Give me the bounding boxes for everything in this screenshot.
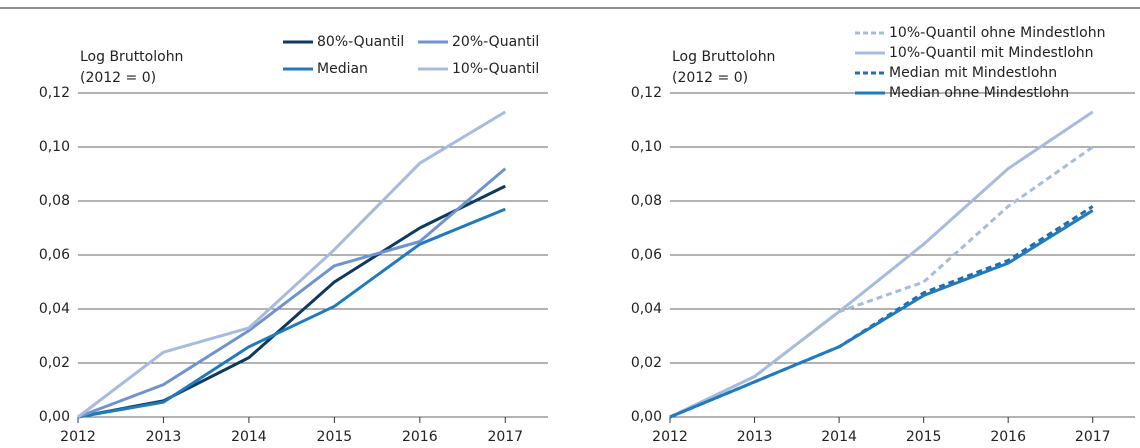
- y-tick-label: 0,06: [631, 247, 662, 263]
- x-tick-label: 2017: [1075, 429, 1111, 445]
- x-tick-label: 2013: [146, 429, 182, 445]
- x-tick-label: 2014: [231, 429, 267, 445]
- data-line: [669, 145, 1094, 419]
- x-tick-label: 2012: [652, 429, 688, 445]
- y-tick-label: 0,04: [39, 301, 70, 317]
- x-tick-label: 2015: [317, 429, 353, 445]
- y-axis-label: Log Bruttolohn: [672, 49, 775, 65]
- x-tick-label: 2012: [60, 429, 96, 445]
- data-line: [77, 184, 506, 419]
- y-tick-label: 0,08: [39, 193, 70, 209]
- x-tick-label: 2017: [487, 429, 523, 445]
- legend-label: Median ohne Mindestlohn: [889, 85, 1069, 101]
- y-tick-label: 0,12: [631, 85, 662, 101]
- x-tick-label: 2013: [737, 429, 773, 445]
- y-tick-label: 0,10: [39, 139, 70, 155]
- y-tick-label: 0,02: [631, 355, 662, 371]
- x-tick-label: 2016: [402, 429, 438, 445]
- data-line: [77, 167, 507, 419]
- data-line: [669, 110, 1094, 419]
- legend-label: Median mit Mindestlohn: [889, 65, 1057, 81]
- y-tick-label: 0,02: [39, 355, 70, 371]
- legend-label: 20%-Quantil: [452, 34, 539, 50]
- x-tick-label: 2015: [906, 429, 942, 445]
- x-tick-label: 2014: [821, 429, 857, 445]
- y-tick-label: 0,08: [631, 193, 662, 209]
- y-axis-note: (2012 = 0): [672, 70, 748, 86]
- legend-label: Median: [317, 61, 368, 77]
- y-tick-label: 0,00: [631, 409, 662, 425]
- y-axis-label: Log Bruttolohn: [80, 49, 183, 65]
- y-tick-label: 0,10: [631, 139, 662, 155]
- y-tick-label: 0,12: [39, 85, 70, 101]
- legend-label: 10%-Quantil ohne Mindestlohn: [889, 25, 1105, 41]
- data-line: [669, 209, 1094, 419]
- y-tick-label: 0,04: [631, 301, 662, 317]
- x-tick-label: 2016: [990, 429, 1026, 445]
- legend-label: 10%-Quantil: [452, 61, 539, 77]
- legend-label: 80%-Quantil: [317, 34, 404, 50]
- data-line: [77, 207, 506, 419]
- y-tick-label: 0,00: [39, 409, 70, 425]
- data-line: [77, 110, 507, 419]
- y-tick-label: 0,06: [39, 247, 70, 263]
- y-axis-note: (2012 = 0): [80, 70, 156, 86]
- legend-label: 10%-Quantil mit Mindestlohn: [889, 45, 1094, 61]
